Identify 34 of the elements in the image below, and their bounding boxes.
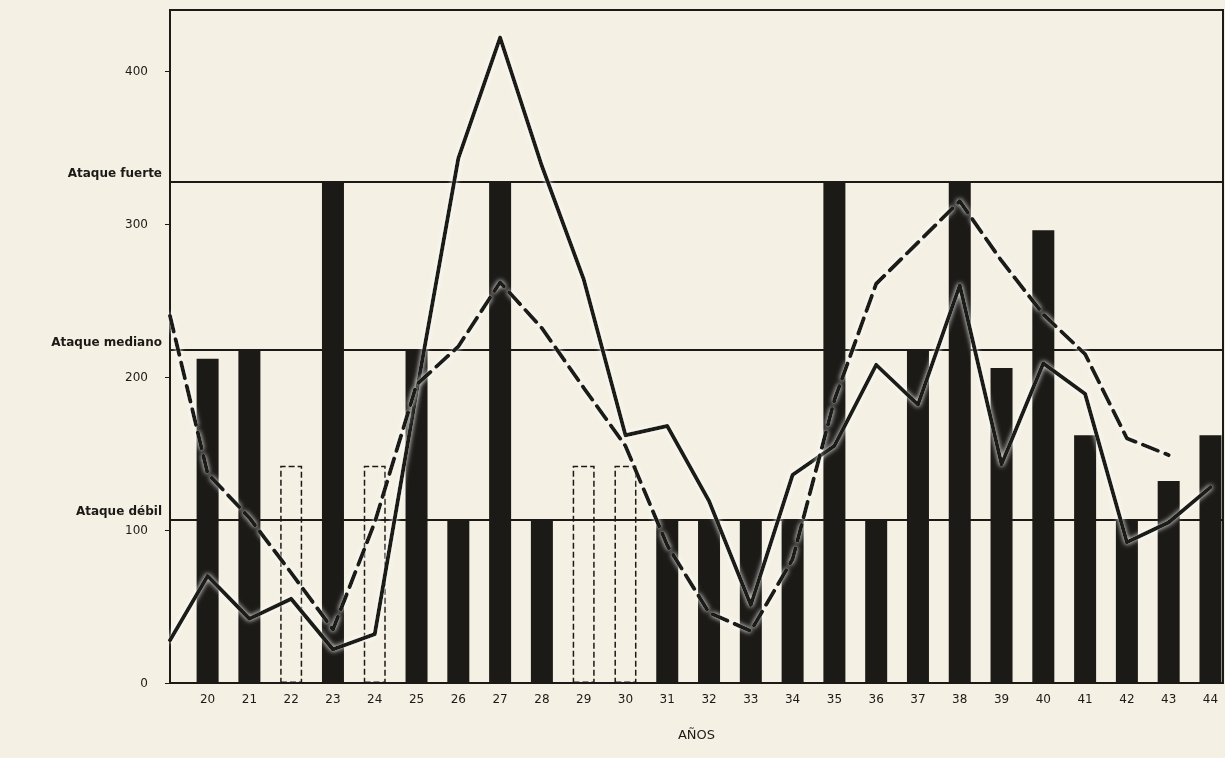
- x-tick-label: 44: [1202, 692, 1219, 706]
- x-tick-label: 36: [868, 692, 884, 706]
- x-tick-label: 34: [784, 692, 801, 706]
- x-tick-label: 37: [910, 692, 926, 706]
- x-tick-label: 20: [199, 692, 216, 706]
- x-tick-label: 22: [283, 692, 299, 706]
- x-tick-label: 31: [659, 692, 675, 706]
- x-tick-label: 29: [576, 692, 592, 706]
- ref-line-label: Ataque débil: [75, 504, 162, 519]
- y-tick-label: 100: [125, 523, 148, 538]
- x-tick-label: 42: [1119, 692, 1135, 706]
- ref-line-label: Ataque fuerte: [67, 166, 162, 181]
- y-tick-label: 300: [125, 217, 148, 232]
- x-axis-title: AÑOS: [677, 727, 716, 742]
- x-tick-label: 41: [1077, 692, 1093, 706]
- y-tick-label: 400: [125, 64, 148, 79]
- x-tick-label: 43: [1161, 692, 1177, 706]
- ref-line-label: Ataque mediano: [51, 334, 162, 349]
- x-tick-label: 28: [534, 692, 550, 706]
- y-tick-label: 0: [140, 676, 148, 690]
- y-tick-label: 200: [125, 370, 148, 385]
- x-tick-label: 39: [993, 692, 1010, 706]
- x-tick-label: 23: [325, 692, 341, 706]
- x-tick-label: 25: [408, 692, 425, 706]
- x-tick-label: 26: [450, 692, 466, 706]
- x-tick-label: 40: [1035, 692, 1051, 706]
- x-tick-label: 35: [826, 692, 843, 706]
- x-tick-label: 24: [367, 692, 383, 706]
- x-tick-label: 38: [952, 692, 968, 706]
- x-tick-label: 33: [743, 692, 759, 706]
- x-tick-label: 30: [617, 692, 634, 706]
- x-tick-label: 27: [492, 692, 508, 706]
- x-tick-label: 32: [701, 692, 717, 706]
- x-tick-label: 21: [241, 692, 258, 706]
